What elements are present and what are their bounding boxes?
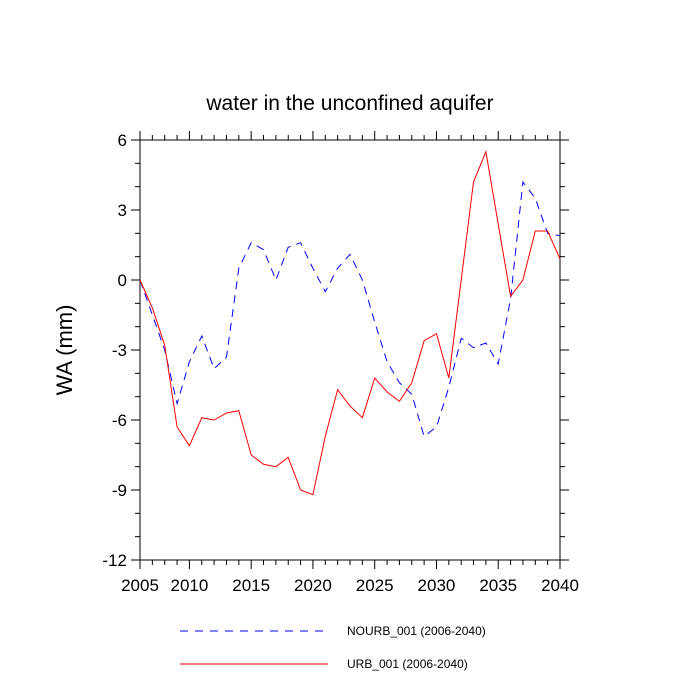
- y-axis-label: WA (mm): [52, 305, 77, 396]
- y-tick-label: -3: [112, 341, 127, 360]
- legend: NOURB_001 (2006-2040) URB_001 (2006-2040): [180, 624, 486, 671]
- x-tick-label: 2030: [418, 576, 456, 595]
- x-tick-label: 2040: [541, 576, 579, 595]
- y-tick-label: -9: [112, 481, 127, 500]
- y-tick-label: 6: [118, 131, 127, 150]
- y-tick-label: -6: [112, 411, 127, 430]
- axis-ticks: 2005 2010 2015 2020 2025 2030 2035 2040 -12 -9 -6 -…: [102, 131, 579, 595]
- series-line-urb-001: [139, 149, 561, 496]
- series-line-nourb-001: [139, 180, 561, 438]
- x-tick-label: 2005: [121, 576, 159, 595]
- series-layer: [139, 149, 561, 496]
- plot-border: [139, 139, 561, 561]
- chart-title: water in the unconfined aquifer: [205, 92, 493, 115]
- plot-frame: [139, 139, 561, 561]
- x-tick-label: 2035: [479, 576, 517, 595]
- y-tick-label: 0: [118, 271, 127, 290]
- legend-label-nourb-001: NOURB_001 (2006-2040): [347, 624, 486, 638]
- legend-label-urb-001: URB_001 (2006-2040): [347, 657, 468, 671]
- x-tick-label: 2025: [356, 576, 394, 595]
- y-tick-label: -12: [102, 551, 127, 570]
- y-tick-label: 3: [118, 201, 127, 220]
- x-tick-label: 2015: [232, 576, 270, 595]
- x-tick-label: 2010: [170, 576, 208, 595]
- x-tick-label: 2020: [294, 576, 332, 595]
